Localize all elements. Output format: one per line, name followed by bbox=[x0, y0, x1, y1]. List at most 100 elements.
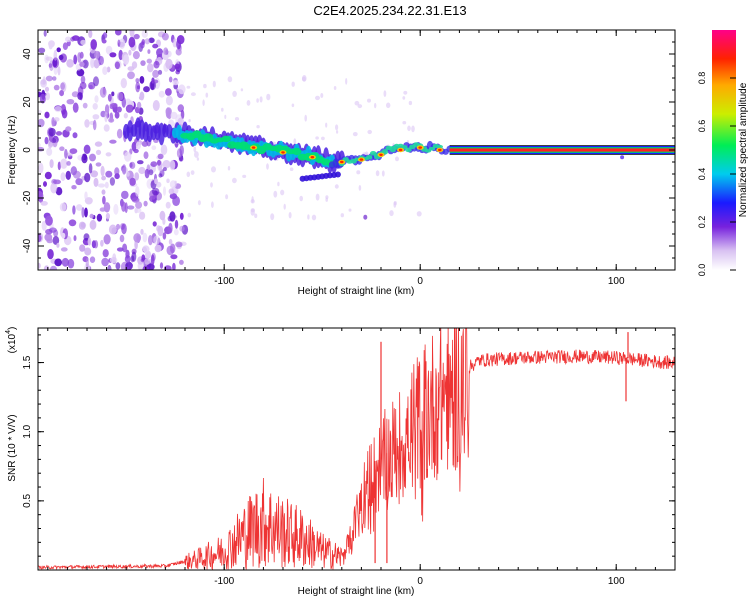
faint-speckle bbox=[211, 201, 214, 208]
faint-speckle bbox=[188, 119, 191, 123]
noise-speckle bbox=[72, 102, 79, 113]
noise-speckle bbox=[130, 255, 135, 263]
ridge-hotspot-core bbox=[310, 156, 315, 159]
noise-speckle bbox=[44, 111, 50, 119]
noise-speckle bbox=[58, 54, 64, 61]
noise-speckle bbox=[79, 61, 85, 67]
faint-speckle bbox=[277, 181, 280, 187]
svg-text:(x104): (x104) bbox=[5, 327, 18, 354]
noise-speckle bbox=[139, 76, 145, 84]
spectrogram-heatmap bbox=[38, 30, 675, 270]
noise-speckle bbox=[79, 244, 86, 252]
noise-speckle bbox=[168, 238, 173, 245]
faint-speckle bbox=[259, 96, 263, 103]
faint-speckle bbox=[196, 157, 200, 161]
noise-speckle bbox=[46, 238, 54, 244]
noise-speckle bbox=[114, 111, 120, 119]
noise-speckle bbox=[115, 30, 122, 36]
noise-speckle bbox=[163, 47, 169, 55]
noise-speckle bbox=[142, 245, 150, 253]
noise-speckle bbox=[92, 119, 97, 131]
noise-speckle bbox=[133, 33, 140, 40]
noise-speckle bbox=[47, 249, 54, 260]
noise-speckle bbox=[154, 178, 158, 185]
noise-speckle bbox=[161, 32, 169, 41]
colorbar-gradient bbox=[712, 30, 736, 270]
ridge-halo bbox=[126, 120, 134, 142]
ridge-hotspot-core bbox=[418, 146, 423, 149]
noise-speckle bbox=[172, 80, 179, 86]
noise-speckle bbox=[144, 258, 151, 265]
noise-speckle bbox=[142, 232, 148, 243]
noise-speckle bbox=[162, 167, 167, 172]
noise-speckle bbox=[121, 96, 127, 108]
noise-speckle bbox=[104, 111, 108, 123]
faint-speckle bbox=[232, 90, 237, 97]
noise-speckle bbox=[72, 170, 81, 179]
noise-speckle bbox=[72, 132, 78, 139]
noise-speckle bbox=[105, 170, 113, 178]
noise-speckle bbox=[84, 172, 91, 183]
faint-speckle bbox=[340, 213, 344, 218]
noise-speckle bbox=[133, 233, 142, 243]
noise-speckle bbox=[64, 148, 68, 159]
noise-speckle bbox=[124, 151, 132, 162]
faint-speckle bbox=[356, 170, 361, 175]
faint-speckle bbox=[315, 136, 319, 140]
noise-speckle bbox=[93, 59, 100, 69]
noise-speckle bbox=[124, 255, 131, 264]
spectrogram-axes: -100 0 100 -40 -20 0 20 40 bbox=[22, 30, 676, 287]
noise-speckle bbox=[107, 264, 112, 270]
faint-speckle bbox=[416, 211, 422, 217]
noise-speckle bbox=[73, 54, 78, 65]
noise-speckle bbox=[97, 183, 106, 188]
noise-speckle bbox=[158, 173, 163, 178]
faint-speckle bbox=[411, 125, 415, 133]
noise-speckle bbox=[144, 168, 150, 179]
noise-speckle bbox=[43, 265, 50, 270]
faint-speckle bbox=[202, 99, 205, 106]
noise-speckle bbox=[38, 109, 42, 115]
noise-speckle bbox=[94, 95, 99, 103]
noise-speckle bbox=[134, 207, 138, 214]
noise-speckle bbox=[128, 49, 132, 56]
noise-speckle bbox=[73, 235, 77, 242]
snr-axes: -100 0 100 0.5 1.0 1.5 bbox=[22, 328, 676, 587]
faint-speckle bbox=[367, 98, 371, 103]
ridge-hotspot-core bbox=[398, 148, 403, 152]
noise-speckle bbox=[48, 227, 57, 233]
noise-speckle bbox=[102, 32, 108, 39]
noise-speckle bbox=[109, 177, 115, 186]
noise-speckle bbox=[90, 39, 97, 50]
faint-speckle bbox=[336, 130, 339, 134]
noise-speckle bbox=[121, 190, 129, 200]
faint-speckle bbox=[270, 213, 275, 221]
faint-speckle bbox=[227, 76, 233, 83]
faint-speckle bbox=[212, 80, 216, 88]
noise-speckle bbox=[128, 104, 133, 110]
noise-speckle bbox=[87, 237, 92, 246]
noise-speckle bbox=[38, 234, 42, 243]
noise-speckle bbox=[179, 259, 184, 265]
faint-speckle bbox=[348, 208, 352, 212]
noise-speckle bbox=[173, 228, 179, 236]
y-tick-label: 20 bbox=[22, 96, 33, 108]
noise-speckle bbox=[136, 101, 142, 109]
noise-speckle bbox=[46, 147, 53, 156]
noise-speckle bbox=[179, 212, 184, 220]
noise-speckle bbox=[71, 185, 77, 190]
noise-speckle bbox=[77, 52, 82, 63]
noise-speckle bbox=[78, 221, 86, 230]
noise-speckle bbox=[54, 258, 62, 267]
x-tick-label: 0 bbox=[417, 576, 423, 587]
noise-speckle bbox=[99, 87, 107, 98]
colorbar-axes: 0.0 0.2 0.4 0.6 0.8 bbox=[697, 72, 736, 276]
noise-speckle bbox=[45, 92, 50, 101]
faint-speckle bbox=[227, 166, 231, 171]
colorbar-tick-label: 0.4 bbox=[697, 168, 707, 181]
noise-speckle bbox=[66, 99, 75, 105]
noise-speckle bbox=[112, 253, 117, 262]
noise-speckle bbox=[60, 82, 65, 90]
ridge-core-right bbox=[401, 145, 408, 150]
faint-speckle bbox=[395, 156, 399, 162]
